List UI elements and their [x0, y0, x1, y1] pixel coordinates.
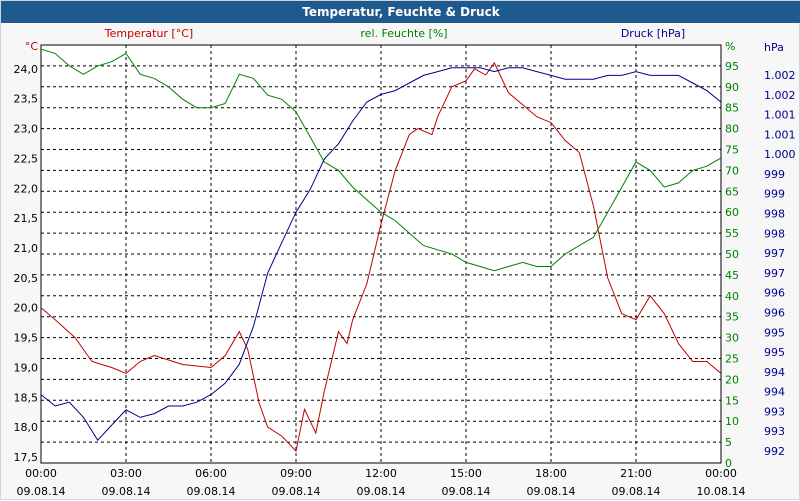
legend-humidity: rel. Feuchte [%] [360, 27, 447, 40]
series-line-temperature [40, 61, 722, 453]
humidity-tick-label: 45 [725, 269, 739, 282]
humidity-tick-label: 85 [725, 102, 739, 115]
temperature-tick-label: 19,5 [14, 332, 39, 345]
legend-temperature: Temperatur [°C] [104, 27, 193, 40]
pressure-tick-label: 993 [764, 425, 785, 438]
temperature-tick-label: 17,5 [14, 451, 39, 464]
pressure-tick-label: 997 [764, 247, 785, 260]
humidity-tick-label: 5 [725, 436, 732, 449]
x-tick-label-time: 09:00 [280, 467, 312, 480]
pressure-tick-label: 1.001 [764, 128, 796, 141]
humidity-tick-label: 25 [725, 353, 739, 366]
temperature-tick-label: 24,0 [14, 63, 39, 76]
weather-chart: 00:00 09.08.14 03:00 09.08.14 06:00 09.08.14 0… [14, 27, 796, 498]
x-tick-label-time: 21:00 [620, 467, 652, 480]
pressure-tick-label: 997 [764, 267, 785, 280]
x-tick-label-date: 09.08.14 [102, 485, 151, 498]
x-tick-label-date: 09.08.14 [612, 485, 661, 498]
pressure-tick-label: 994 [764, 366, 785, 379]
humidity-tick-label: 60 [725, 206, 739, 219]
x-tick-label-time: 15:00 [450, 467, 482, 480]
pressure-tick-label: 1.000 [764, 148, 796, 161]
x-tick-label-time: 18:00 [535, 467, 567, 480]
humidity-tick-label: 35 [725, 311, 739, 324]
temperature-tick-label: 22,0 [14, 182, 39, 195]
x-tick-label-time: 03:00 [110, 467, 142, 480]
temperature-tick-label: 23,0 [14, 123, 39, 136]
legend-pressure: Druck [hPa] [621, 27, 685, 40]
humidity-tick-label: 90 [725, 81, 739, 94]
humidity-tick-label: 20 [725, 373, 739, 386]
pressure-tick-label: 999 [764, 168, 785, 181]
humidity-tick-label: 0 [725, 457, 732, 470]
x-tick-label-date: 09.08.14 [357, 485, 406, 498]
humidity-tick-label: 10 [725, 415, 739, 428]
temperature-tick-label: 20,0 [14, 302, 39, 315]
pressure-tick-label: 992 [764, 445, 785, 458]
x-tick-label-time: 06:00 [195, 467, 227, 480]
temperature-tick-label: 19,0 [14, 361, 39, 374]
x-tick-label-time: 00:00 [705, 467, 737, 480]
pressure-tick-label: 999 [764, 188, 785, 201]
temperature-tick-label: 21,0 [14, 242, 39, 255]
temperature-unit-label: °C [25, 40, 39, 53]
humidity-tick-label: 40 [725, 290, 739, 303]
pressure-tick-label: 1.002 [764, 89, 796, 102]
x-tick-label-time: 00:00 [25, 467, 57, 480]
chart-title: Temperatur, Feuchte & Druck [1, 1, 800, 23]
pressure-tick-label: 1.001 [764, 109, 796, 122]
humidity-tick-label: 30 [725, 332, 739, 345]
humidity-tick-label: 65 [725, 185, 739, 198]
series-line-humidity [40, 48, 722, 272]
x-tick-label-date: 09.08.14 [272, 485, 321, 498]
pressure-tick-label: 994 [764, 386, 785, 399]
temperature-tick-label: 20,5 [14, 272, 39, 285]
pressure-tick-label: 995 [764, 326, 785, 339]
humidity-tick-label: 95 [725, 60, 739, 73]
series-line-pressure [40, 67, 722, 442]
x-tick-label-date: 09.08.14 [442, 485, 491, 498]
temperature-tick-label: 18,0 [14, 421, 39, 434]
x-tick-label-time: 12:00 [365, 467, 397, 480]
x-tick-label-date: 09.08.14 [17, 485, 66, 498]
pressure-tick-label: 1.002 [764, 69, 796, 82]
x-tick-label-date: 09.08.14 [187, 485, 236, 498]
temperature-tick-label: 22,5 [14, 152, 39, 165]
pressure-unit-label: hPa [764, 41, 784, 54]
humidity-tick-label: 80 [725, 123, 739, 136]
temperature-tick-label: 23,5 [14, 93, 39, 106]
temperature-tick-label: 18,5 [14, 391, 39, 404]
humidity-tick-label: 50 [725, 248, 739, 261]
temperature-tick-label: 21,5 [14, 212, 39, 225]
humidity-tick-label: 55 [725, 227, 739, 240]
humidity-tick-label: 75 [725, 144, 739, 157]
pressure-tick-label: 998 [764, 208, 785, 221]
humidity-tick-label: 70 [725, 164, 739, 177]
humidity-unit-label: % [725, 40, 735, 53]
pressure-tick-label: 998 [764, 227, 785, 240]
pressure-tick-label: 993 [764, 405, 785, 418]
pressure-tick-label: 996 [764, 287, 785, 300]
humidity-tick-label: 15 [725, 394, 739, 407]
pressure-tick-label: 996 [764, 306, 785, 319]
x-tick-label-date: 10.08.14 [697, 485, 746, 498]
pressure-tick-label: 995 [764, 346, 785, 359]
x-tick-label-date: 09.08.14 [527, 485, 576, 498]
